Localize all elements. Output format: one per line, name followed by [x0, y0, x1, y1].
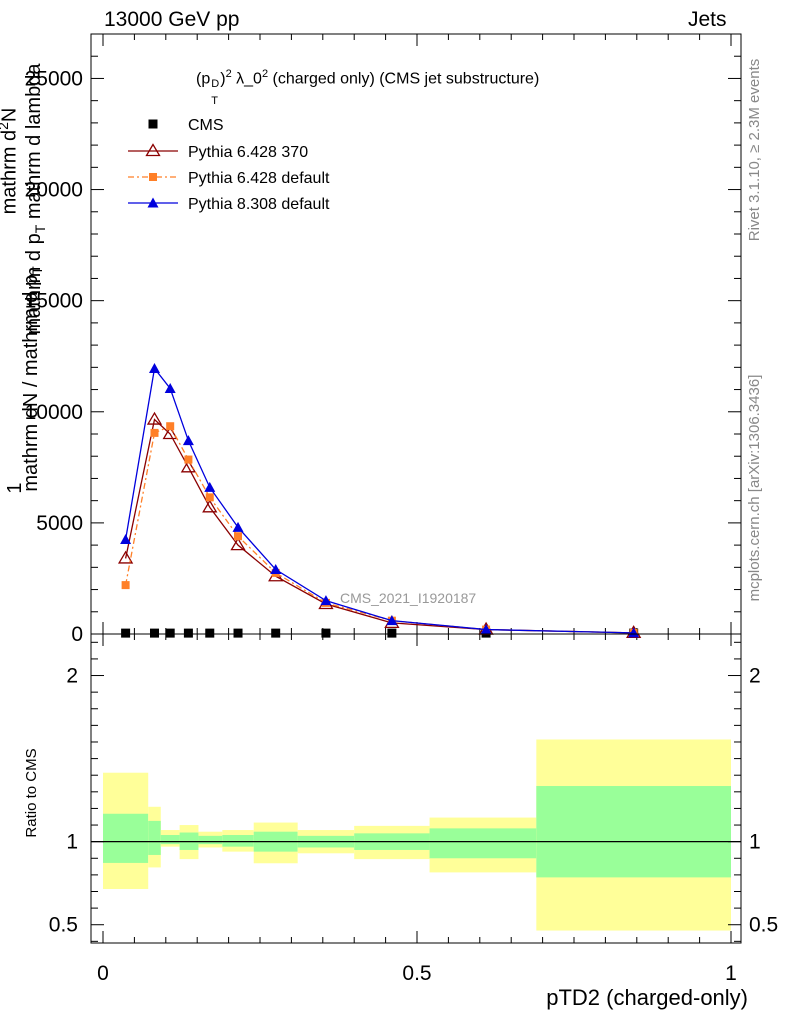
x-tick-label: 0: [97, 962, 109, 985]
ratio-frame: [90, 633, 742, 944]
point-pythia6_default: [205, 493, 214, 502]
point-cms: [387, 628, 397, 638]
point-pythia6_default: [234, 532, 243, 541]
legend-label-pythia6_370: Pythia 6.428 370: [188, 144, 308, 161]
legend-marker-pythia8: [147, 197, 159, 208]
point-pythia6_default: [150, 428, 159, 437]
point-pythia6_370: [162, 426, 178, 440]
ratio-y-tick-label-left: 2: [66, 665, 78, 688]
plot-title: (p D T)2 λ_02 (charged only) (CMS jet subs…: [196, 68, 540, 108]
point-pythia6_370: [180, 459, 197, 473]
point-cms: [233, 628, 243, 638]
legend-marker-cms: [148, 119, 158, 129]
ratio-ylabel: Ratio to CMS: [23, 748, 40, 838]
watermark-label: CMS_2021_I1920187: [340, 590, 476, 606]
mcplots-label: mcplots.cern.ch [arXiv:1306.3436]: [746, 374, 763, 602]
point-pythia6_370: [230, 537, 246, 551]
point-pythia6_default: [166, 422, 175, 431]
point-cms: [121, 628, 131, 638]
point-pythia8: [120, 534, 132, 545]
ratio-y-tick-label-left: 0.5: [49, 914, 78, 937]
point-cms: [149, 628, 159, 638]
ratio-band-inner: [222, 835, 254, 847]
legend-marker-pythia6_default: [149, 173, 157, 181]
main-panel: 0 5000 10000 15000 20000 25000 CMS_2021_I19201…: [25, 33, 742, 646]
point-pythia6_370: [117, 550, 134, 564]
ylabel-numerator-line2: mathrm d2N: [0, 107, 21, 215]
energy-label: 13000 GeV pp: [104, 8, 240, 31]
ratio-band-inner: [160, 835, 180, 845]
y-tick-label: 5000: [36, 512, 83, 535]
y-tick-label: 25000: [25, 67, 83, 90]
point-pythia8: [164, 382, 176, 393]
ratio-y-tick-label-right: 2: [749, 665, 761, 688]
ylabel-numerator-line1: mathrm d pT mathrm d lambda: [23, 63, 48, 335]
point-pythia6_370: [146, 411, 163, 425]
ratio-band-inner: [429, 828, 537, 859]
ratio-band-inner: [536, 786, 731, 878]
point-cms: [271, 628, 281, 638]
x-tick-label: 0.5: [402, 962, 431, 985]
point-cms: [165, 628, 175, 638]
point-pythia8: [320, 595, 332, 606]
point-pythia8: [148, 362, 160, 373]
legend-label-pythia8: Pythia 8.308 default: [188, 196, 330, 213]
x-tick-label: 1: [725, 962, 737, 985]
point-pythia8: [204, 481, 216, 492]
ratio-y-tick-label-right: 1: [749, 831, 761, 854]
legend-marker-pythia6_370: [145, 143, 161, 157]
ratio-y-tick-label-right: 0.5: [749, 914, 778, 937]
legend-label-cms: CMS: [188, 117, 224, 134]
point-pythia8: [270, 564, 282, 575]
ratio-panel: 0 0.5 1 0.5 0.5 1 1 2 2: [49, 633, 778, 985]
point-cms: [321, 628, 331, 638]
point-pythia8: [182, 435, 194, 446]
process-label: Jets: [688, 8, 727, 31]
y-tick-label: 20000: [25, 179, 83, 202]
ratio-band-inner: [198, 835, 223, 845]
y-tick-label: 10000: [25, 401, 83, 424]
series-line-pythia6_370: [124, 418, 634, 634]
point-cms: [183, 628, 193, 638]
point-pythia6_default: [184, 455, 193, 464]
y-tick-label: 15000: [25, 290, 83, 313]
rivet-label: Rivet 3.1.10, ≥ 2.3M events: [746, 58, 763, 242]
point-pythia8: [628, 627, 640, 638]
point-pythia6_370: [202, 499, 218, 513]
point-cms: [205, 628, 215, 638]
y-tick-label: 0: [71, 623, 83, 646]
ratio-band-inner: [103, 813, 149, 863]
legend-label-pythia6_default: Pythia 6.428 default: [188, 170, 330, 187]
point-pythia8: [232, 521, 244, 532]
point-pythia8: [480, 624, 492, 635]
ratio-band-inner: [148, 820, 161, 855]
point-pythia8: [386, 615, 398, 626]
point-pythia6_default: [121, 581, 130, 590]
ratio-y-tick-label-left: 1: [66, 831, 78, 854]
x-axis-label: pTD2 (charged-only): [546, 985, 748, 1010]
